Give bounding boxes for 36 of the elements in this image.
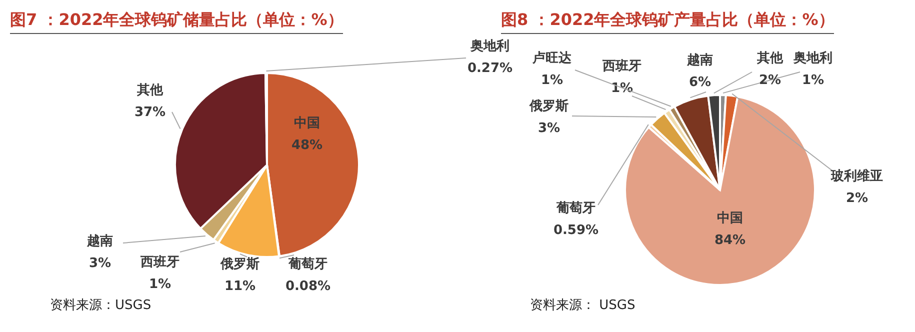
data-label: 1% bbox=[610, 81, 634, 96]
data-label: 11% bbox=[224, 279, 256, 294]
slice-label: 卢旺达 bbox=[532, 51, 572, 66]
data-label: 6% bbox=[688, 75, 712, 90]
slice-label: 葡萄牙 bbox=[556, 200, 596, 216]
slice-label: 葡萄牙 bbox=[288, 256, 328, 272]
data-label: 0.08% bbox=[285, 279, 331, 294]
slice-label: 奥地利 bbox=[470, 38, 510, 54]
slice-label: 中国 bbox=[294, 116, 320, 131]
text: 资料来源： USGS bbox=[530, 297, 636, 314]
slice-label: 俄罗斯 bbox=[528, 99, 568, 114]
data-label: 0.59% bbox=[553, 223, 599, 238]
data-label: 1% bbox=[802, 73, 824, 88]
slice-label: 其他 bbox=[136, 83, 164, 98]
slice-label: 奥地利 bbox=[792, 50, 832, 66]
slice-label: 其他 bbox=[756, 51, 784, 66]
chart-title: 图7 ：2022年全球钨矿储量占比（单位：%） bbox=[10, 10, 344, 34]
data-label: 0.27% bbox=[467, 61, 513, 76]
slice-label: 越南 bbox=[686, 53, 713, 68]
slice-label: 玻利维亚 bbox=[830, 168, 883, 184]
text: 资料来源：USGS bbox=[50, 297, 152, 314]
data-label: 1% bbox=[148, 277, 172, 292]
data-label: 37% bbox=[134, 105, 166, 120]
data-label: 48% bbox=[291, 138, 323, 153]
slice-label: 西班牙 bbox=[602, 59, 642, 74]
slice-label: 越南 bbox=[86, 234, 113, 249]
data-label: 1% bbox=[540, 73, 564, 88]
slice-label: 中国 bbox=[717, 211, 743, 226]
chart-title: 图8 ：2022年全球钨矿产量占比（单位：%） bbox=[501, 10, 834, 34]
data-label: 84% bbox=[714, 233, 746, 248]
data-label: 2% bbox=[846, 191, 868, 206]
slice-label: 西班牙 bbox=[140, 255, 180, 270]
data-label: 3% bbox=[88, 256, 112, 271]
slice-label: 俄罗斯 bbox=[220, 257, 260, 272]
data-label: 3% bbox=[538, 121, 560, 136]
data-label: 2% bbox=[758, 73, 782, 88]
